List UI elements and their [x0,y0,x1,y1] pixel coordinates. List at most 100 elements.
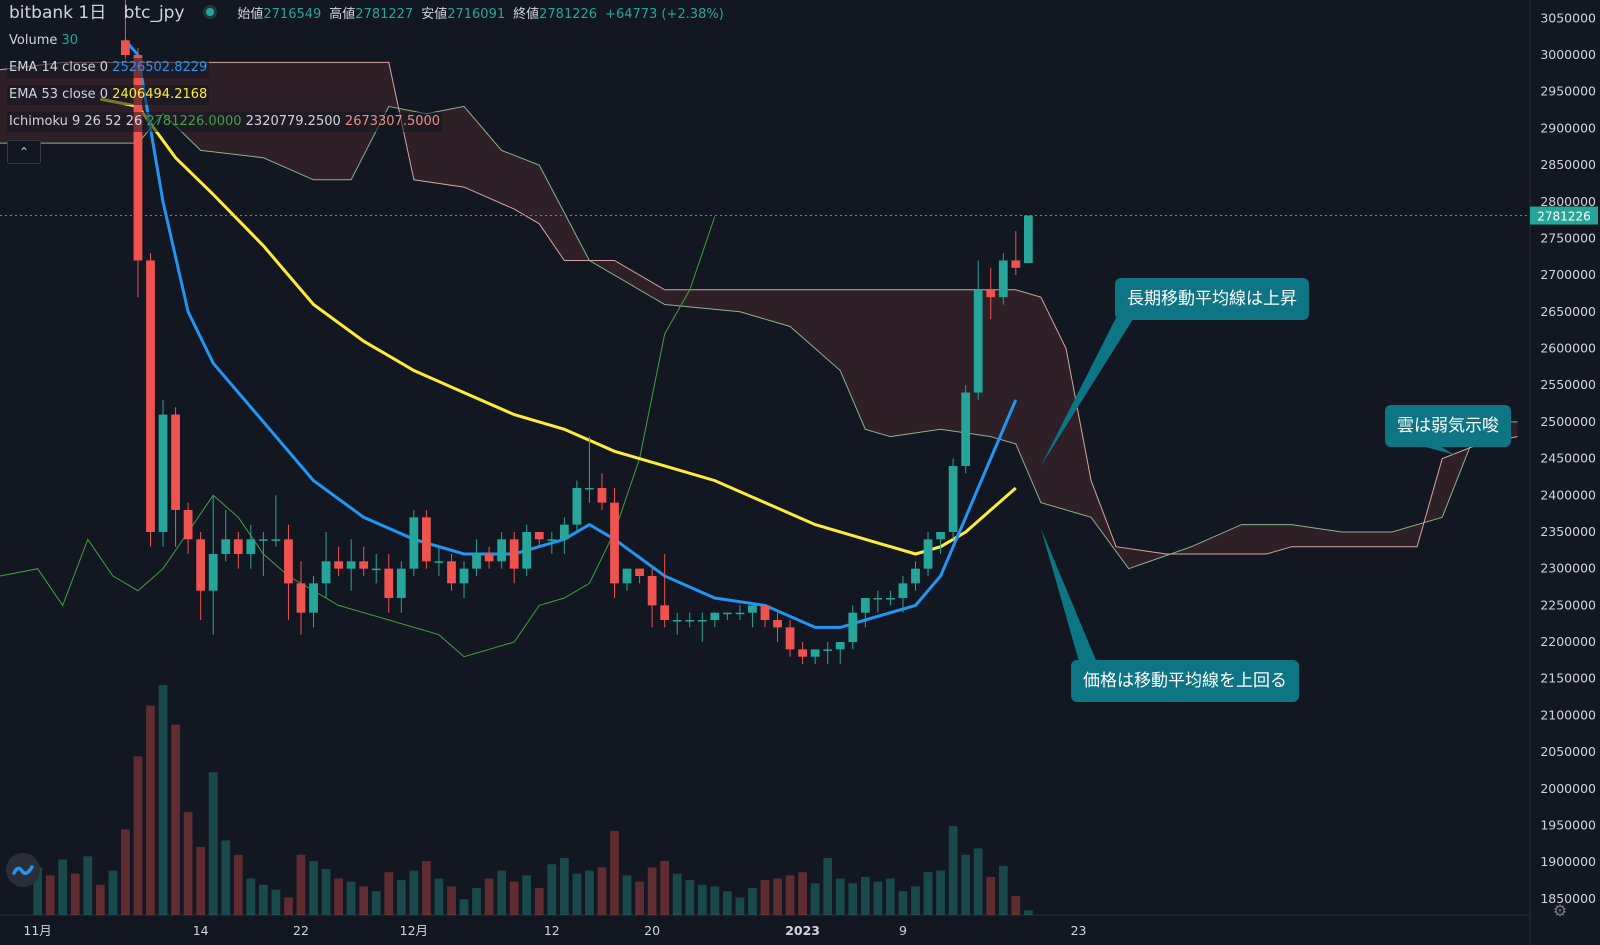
volume-bar [597,867,607,915]
volume-bar [810,883,820,915]
legend-ichimoku[interactable]: Ichimoku 9 26 52 26 2781226.0000 2320779… [7,112,443,132]
symbol-name[interactable]: btc_jpy [123,3,185,23]
candle-body [936,531,945,540]
volume-bar [559,857,569,915]
tradingview-logo-icon[interactable] [6,853,40,887]
volume-bar [622,875,632,915]
candle-body [923,539,933,569]
open-label: 始値 [237,7,264,22]
volume-bar [697,884,707,915]
price-tick-label: 2800000 [1540,194,1596,209]
volume-bar [70,873,80,915]
volume-bar [572,873,582,915]
chevron-up-icon[interactable]: ⌃ [7,140,41,164]
annotation-callout-price[interactable]: 価格は移動平均線を上回る [1071,660,1299,702]
symbol-header[interactable]: bitbank 1日 btc_jpy 始値2716549 高値2781227 安値2… [7,3,734,23]
candle-body [911,568,920,584]
candle-body [472,553,481,569]
volume-bar [647,867,657,915]
annotation-callout-cloud[interactable]: 雲は弱気示唆 [1385,405,1511,447]
candle-body [610,502,619,584]
volume-bar [823,857,833,915]
candle-body [886,598,895,600]
price-tick-label: 2900000 [1540,120,1596,135]
ema53-label: EMA 53 close 0 [9,87,109,102]
volume-bar [973,848,983,915]
callout-pointer [1040,300,1145,466]
candle-body [284,539,293,584]
last-price-label: 2781226 [1537,210,1590,224]
candle-body [948,465,958,532]
open-value: 2716549 [263,7,322,22]
volume-bar [547,864,557,915]
volume-bar [246,878,256,915]
candle-body [459,568,469,584]
candle-body [810,649,820,657]
high-label: 高値 [329,7,356,22]
candle-body [484,553,494,562]
legend-volume[interactable]: Volume 30 [7,31,81,51]
volume-bar [860,876,870,915]
ichimoku-span-b-line [0,61,1518,555]
volume-bar [133,756,143,915]
candle-body [735,612,745,615]
ichimoku-value-1: 2781226.0000 [146,114,242,129]
gear-icon[interactable]: ⚙ [1552,901,1568,920]
candle-body [534,531,544,540]
ichimoku-label: Ichimoku 9 26 52 26 [9,114,143,129]
volume-bar [459,899,469,915]
volume-bar [497,870,507,915]
ema14-line [124,39,1018,629]
volume-bar [384,872,394,915]
volume-bar [121,829,130,915]
time-tick-label: 11月 [23,923,51,938]
ichimoku-value-2: 2320779.2500 [245,114,341,129]
volume-bar [835,878,845,915]
interval-label[interactable]: 1日 [78,3,107,23]
volume-bar [610,830,619,915]
volume-bar [58,859,68,915]
candle-body [158,414,168,532]
volume-bar [936,870,945,915]
volume-bar [635,881,644,915]
candle-body [246,539,256,554]
time-tick-label: 22 [293,923,309,938]
candle-body [961,392,971,466]
low-value: 2716091 [447,7,506,22]
candle-body [635,568,644,577]
volume-bar [660,861,670,915]
candle-body [798,649,808,657]
legend-ema14[interactable]: EMA 14 close 0 2526502.8229 [7,58,210,78]
volume-bar [183,811,193,915]
candle-body [660,605,670,621]
volume-bar [534,888,544,915]
volume-bar [233,854,243,915]
candle-body [221,539,231,554]
volume-bar [196,846,206,915]
price-tick-label: 2150000 [1540,671,1596,686]
volume-bar [722,891,732,915]
volume-bar [447,886,456,915]
price-tick-label: 2700000 [1540,267,1596,282]
volume-bar [710,886,720,915]
volume-bar [484,878,494,915]
candle-body [146,260,155,532]
price-tick-label: 2650000 [1540,304,1596,319]
legend-ema53[interactable]: EMA 53 close 0 2406494.2168 [7,85,210,105]
candle-body [497,539,507,562]
volume-bar [923,872,933,915]
close-label: 終値 [513,7,540,22]
candle-body [121,40,130,56]
volume-bar [434,878,444,915]
annotation-callout-ema[interactable]: 長期移動平均線は上昇 [1115,278,1309,320]
candle-body [835,642,845,650]
price-axis-panel [1530,0,1600,945]
ichimoku-span-a-line [0,105,1518,570]
time-tick-label: 9 [899,923,907,938]
last-price-badge [1530,206,1598,225]
volume-bar [33,867,43,915]
time-tick-label: 14 [193,923,209,938]
candle-body [873,598,883,600]
time-tick-label: 2023 [785,923,820,938]
